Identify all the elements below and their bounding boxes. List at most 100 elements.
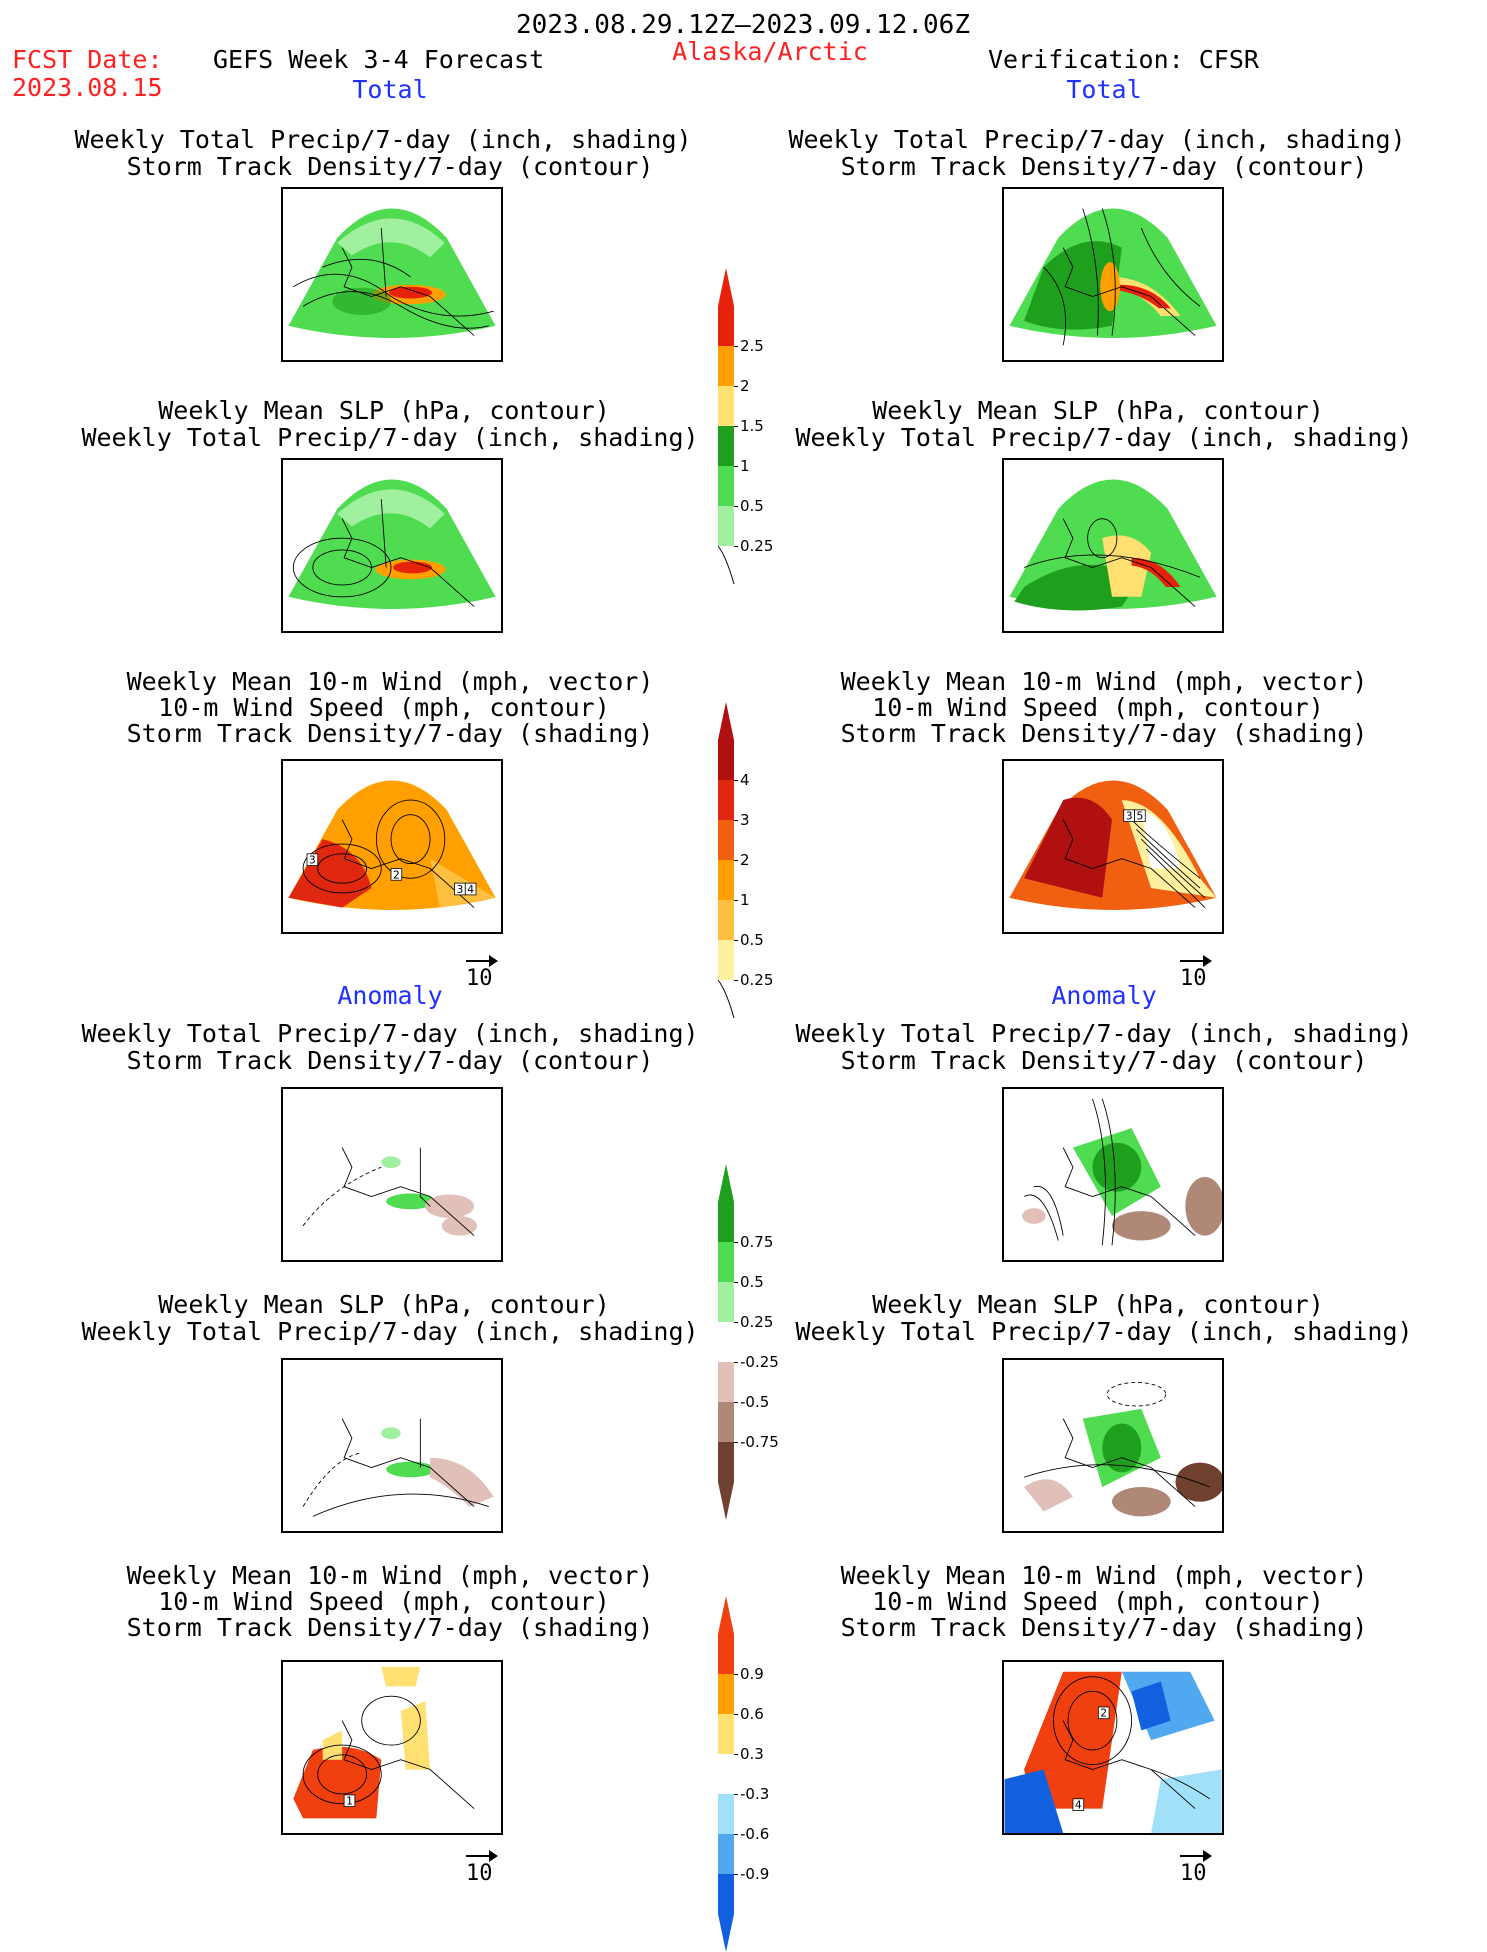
colorbar-tick <box>734 466 738 467</box>
title-r5-right-2: Weekly Total Precip/7-day (inch, shading… <box>795 1317 1413 1346</box>
colorbar-segment <box>718 1402 734 1442</box>
colorbar-tick-label: 3 <box>740 811 750 829</box>
colorbar-tick <box>734 1402 738 1403</box>
colorbar-top-triangle <box>718 268 734 306</box>
colorbar-segment <box>718 1282 734 1322</box>
colorbar-tick-label: -0.9 <box>740 1865 770 1883</box>
colorbar-tick-label: 0.5 <box>740 497 764 515</box>
title-r3-left-2: 10-m Wind Speed (mph, contour) <box>158 693 610 722</box>
title-r5-left-2: Weekly Total Precip/7-day (inch, shading… <box>81 1317 699 1346</box>
colorbar-segment <box>718 1674 734 1714</box>
colorbar-tick <box>734 1442 738 1443</box>
wind-total-verif-label: 5 <box>1136 810 1143 823</box>
map-slp-precip-total-verification <box>1002 458 1224 633</box>
section-anomaly-left: Anomaly <box>337 981 443 1010</box>
section-total-right: Total <box>1066 75 1142 104</box>
map-wind-anom-verification: 2 4 <box>1002 1660 1224 1835</box>
vector-ref-arrow-icon <box>1180 955 1212 967</box>
verification-label: Verification: CFSR <box>988 45 1259 74</box>
colorbar-segment <box>718 1634 734 1674</box>
title-r2-left-1: Weekly Mean SLP (hPa, contour) <box>158 396 610 425</box>
map-precip-storm-anom-forecast <box>281 1087 503 1262</box>
colorbar-segment <box>718 1202 734 1242</box>
map-wind-anom-forecast: 1 <box>281 1660 503 1835</box>
colorbar-tick-label: 2.5 <box>740 337 764 355</box>
vector-ref-label: 10 <box>466 1861 493 1886</box>
colorbar-tick <box>734 506 738 507</box>
colorbar-segment <box>718 426 734 466</box>
wind-anom-verif-label: 4 <box>1075 1799 1082 1812</box>
colorbar-tick-label: -0.6 <box>740 1825 770 1843</box>
colorbar-segment <box>718 860 734 900</box>
colorbar-tick-label: 0.9 <box>740 1665 764 1683</box>
colorbar-segment <box>718 1362 734 1402</box>
colorbar-bottom-end <box>718 1482 734 1520</box>
colorbar-tick <box>734 1362 738 1363</box>
colorbar-tick <box>734 780 738 781</box>
wind-anom-verif-label: 2 <box>1100 1707 1107 1720</box>
colorbar-tick <box>734 1322 738 1323</box>
wind-anom-forecast-label: 1 <box>346 1795 353 1808</box>
colorbar-tick-label: 0.25 <box>740 537 774 555</box>
map-slp-precip-anom-forecast <box>281 1358 503 1533</box>
colorbar-tick-label: 0.75 <box>740 1233 774 1251</box>
colorbar-tick-label: -0.3 <box>740 1785 770 1803</box>
map-precip-storm-total-verification <box>1002 187 1224 362</box>
colorbar-top-triangle <box>718 1164 734 1202</box>
colorbar-tick-label: 1.5 <box>740 417 764 435</box>
colorbar-bottom-end <box>718 1914 734 1952</box>
colorbar-segment <box>718 740 734 780</box>
colorbar-tick <box>734 1794 738 1795</box>
map-slp-precip-anom-verification <box>1002 1358 1224 1533</box>
colorbar-segment <box>718 900 734 940</box>
colorbar-tick <box>734 1834 738 1835</box>
colorbar-top-triangle <box>718 702 734 740</box>
colorbar-segment <box>718 1874 734 1914</box>
fcst-date-label: FCST Date: <box>12 45 163 74</box>
colorbar-tick <box>734 1714 738 1715</box>
title-r4-right-1: Weekly Total Precip/7-day (inch, shading… <box>795 1019 1413 1048</box>
colorbar-segment <box>718 1754 734 1794</box>
vector-ref-arrow-icon <box>466 955 498 967</box>
title-r2-right-1: Weekly Mean SLP (hPa, contour) <box>872 396 1324 425</box>
colorbar-tick-label: 0.25 <box>740 971 774 989</box>
colorbar-tick-label: -0.25 <box>740 1353 779 1371</box>
colorbar-tick-label: 2 <box>740 377 750 395</box>
map-slp-precip-total-forecast <box>281 458 503 633</box>
colorbar-tick-label: -0.75 <box>740 1433 779 1451</box>
colorbar-segment <box>718 506 734 546</box>
colorbar-tick <box>734 1282 738 1283</box>
title-r6-left-2: 10-m Wind Speed (mph, contour) <box>158 1587 610 1616</box>
colorbar-tick <box>734 1754 738 1755</box>
colorbar-tick-label: 4 <box>740 771 750 789</box>
colorbar-tick-label: 0.6 <box>740 1705 764 1723</box>
title-r1-left-2: Storm Track Density/7-day (contour) <box>126 152 654 181</box>
colorbar-segment <box>718 1322 734 1362</box>
colorbar-segment <box>718 1242 734 1282</box>
colorbar-tick-label: -0.5 <box>740 1393 770 1411</box>
title-r3-left-1: Weekly Mean 10-m Wind (mph, vector) <box>126 667 654 696</box>
title-r6-left-1: Weekly Mean 10-m Wind (mph, vector) <box>126 1561 654 1590</box>
colorbar-tick <box>734 1874 738 1875</box>
colorbar-segment <box>718 386 734 426</box>
colorbar-segment <box>718 1834 734 1874</box>
section-total-left: Total <box>352 75 428 104</box>
colorbar-tick-label: 0.5 <box>740 931 764 949</box>
colorbar-segment <box>718 1442 734 1482</box>
title-r5-left-1: Weekly Mean SLP (hPa, contour) <box>158 1290 610 1319</box>
vector-ref-arrow-icon <box>1180 1850 1212 1862</box>
title-r3-left-3: Storm Track Density/7-day (shading) <box>126 719 654 748</box>
title-r6-right-3: Storm Track Density/7-day (shading) <box>840 1613 1368 1642</box>
colorbar-tick <box>734 546 738 547</box>
colorbar-tick <box>734 980 738 981</box>
wind-total-verif-label: 3 <box>1126 810 1133 823</box>
title-r3-right-1: Weekly Mean 10-m Wind (mph, vector) <box>840 667 1368 696</box>
forecast-title: GEFS Week 3-4 Forecast <box>213 45 545 74</box>
title-r3-right-3: Storm Track Density/7-day (shading) <box>840 719 1368 748</box>
wind-total-forecast-label: 2 <box>393 868 400 881</box>
title-r1-right-2: Storm Track Density/7-day (contour) <box>840 152 1368 181</box>
colorbar-segment <box>718 466 734 506</box>
colorbar-top-triangle <box>718 1596 734 1634</box>
colorbar-segment <box>718 346 734 386</box>
title-r1-left-1: Weekly Total Precip/7-day (inch, shading… <box>74 125 692 154</box>
